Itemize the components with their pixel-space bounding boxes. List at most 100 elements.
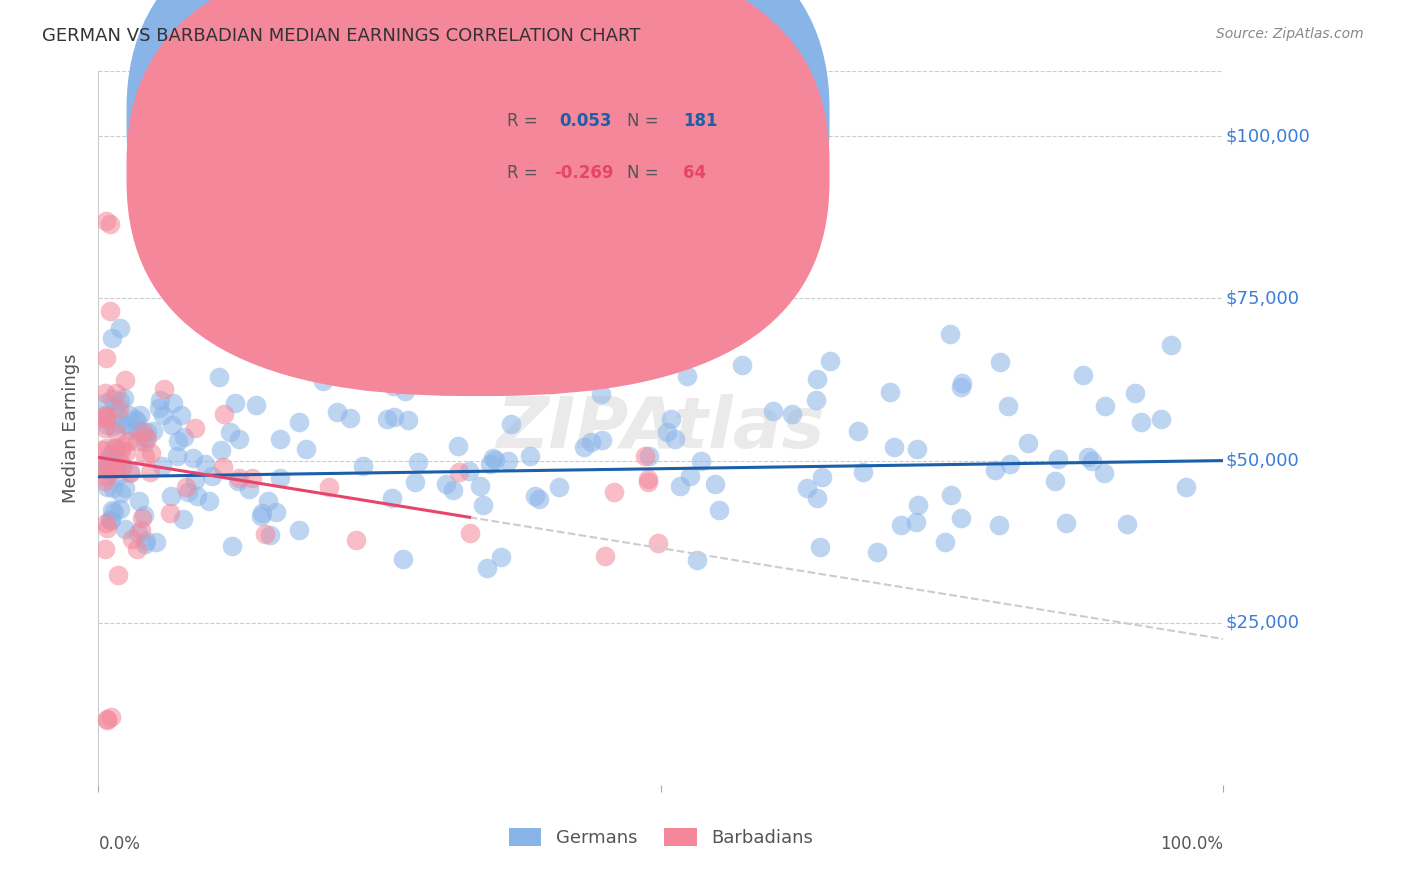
Text: 0.0%: 0.0%	[98, 835, 141, 853]
Point	[96, 521, 118, 535]
Point	[219, 425, 242, 439]
Point	[396, 413, 419, 427]
Point	[1130, 415, 1153, 429]
Point	[120, 465, 142, 479]
Point	[472, 498, 495, 512]
Point	[224, 395, 246, 409]
Point	[108, 394, 131, 409]
Point	[114, 482, 136, 496]
Point	[481, 451, 503, 466]
Point	[295, 442, 318, 456]
Point	[181, 451, 204, 466]
Text: -0.269: -0.269	[554, 164, 613, 182]
Point	[907, 498, 929, 512]
Point	[489, 550, 512, 565]
Point	[112, 391, 135, 405]
Point	[866, 545, 889, 559]
Point	[111, 439, 134, 453]
Point	[477, 561, 499, 575]
Point	[134, 537, 156, 551]
Point	[186, 489, 208, 503]
Point	[94, 541, 117, 556]
Point	[101, 503, 124, 517]
Point	[731, 359, 754, 373]
Point	[94, 408, 117, 422]
Point	[808, 540, 831, 554]
Point	[134, 435, 156, 450]
Point	[228, 433, 250, 447]
Point	[1000, 457, 1022, 471]
Point	[1071, 368, 1094, 383]
Point	[846, 424, 869, 438]
Point	[375, 412, 398, 426]
Point	[201, 468, 224, 483]
Point	[103, 481, 125, 495]
Point	[404, 475, 426, 490]
Text: $75,000: $75,000	[1226, 289, 1299, 308]
Point	[245, 398, 267, 412]
Point	[704, 477, 727, 491]
Text: $50,000: $50,000	[1226, 451, 1299, 469]
Point	[127, 525, 149, 540]
Point	[264, 505, 287, 519]
Point	[524, 489, 547, 503]
Text: N =: N =	[627, 164, 658, 182]
Point	[208, 370, 231, 384]
Point	[479, 457, 502, 471]
Point	[96, 462, 118, 476]
Point	[160, 489, 183, 503]
Point	[496, 454, 519, 468]
Point	[818, 353, 841, 368]
Point	[238, 483, 260, 497]
Point	[139, 465, 162, 479]
Point	[214, 407, 236, 421]
Point	[100, 392, 122, 407]
Point	[100, 447, 122, 461]
Point	[852, 465, 875, 479]
Point	[392, 551, 415, 566]
Point	[339, 411, 361, 425]
Point	[110, 486, 132, 500]
Point	[96, 712, 118, 726]
Point	[269, 471, 291, 485]
Point	[103, 441, 125, 455]
Point	[97, 451, 120, 466]
Text: 181: 181	[683, 112, 718, 130]
Point	[134, 430, 156, 444]
Point	[1160, 338, 1182, 352]
Legend: Germans, Barbadians: Germans, Barbadians	[502, 821, 820, 855]
Point	[406, 455, 429, 469]
Point	[108, 402, 131, 417]
Point	[110, 454, 132, 468]
Point	[634, 449, 657, 463]
Point	[529, 491, 551, 506]
Point	[501, 417, 523, 432]
Text: Source: ZipAtlas.com: Source: ZipAtlas.com	[1216, 27, 1364, 41]
Point	[603, 484, 626, 499]
Point	[131, 510, 153, 524]
Point	[127, 434, 149, 448]
Point	[678, 333, 700, 347]
Point	[118, 466, 141, 480]
Point	[647, 536, 669, 550]
Point	[97, 458, 120, 473]
Point	[159, 506, 181, 520]
Point	[434, 476, 457, 491]
Point	[167, 434, 190, 449]
Point	[686, 553, 709, 567]
Point	[259, 528, 281, 542]
Point	[804, 392, 827, 407]
Point	[107, 408, 129, 422]
Point	[806, 372, 828, 386]
Point	[96, 410, 118, 425]
Point	[125, 541, 148, 556]
Point	[111, 460, 134, 475]
Point	[120, 423, 142, 437]
Point	[105, 425, 128, 439]
Point	[166, 449, 188, 463]
Point	[447, 439, 470, 453]
Point	[1043, 474, 1066, 488]
Point	[108, 502, 131, 516]
Point	[96, 456, 118, 470]
Point	[104, 462, 127, 476]
